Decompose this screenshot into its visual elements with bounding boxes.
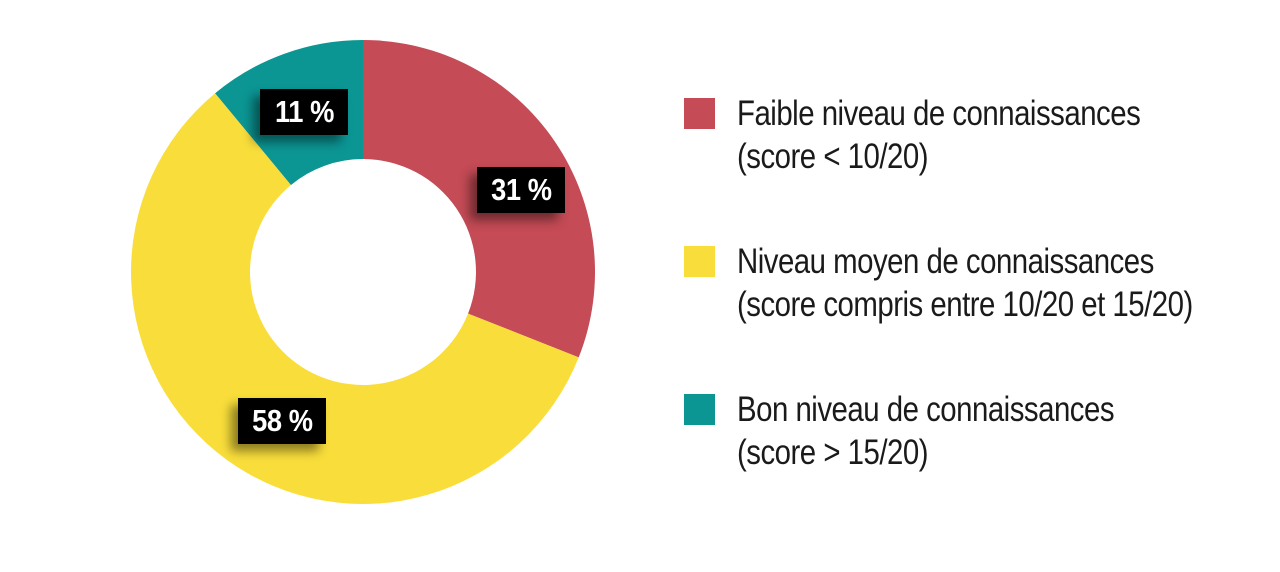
value-label-text: 58 % <box>251 403 313 438</box>
legend-label: Faible niveau de connaissances (score < … <box>737 92 1141 178</box>
legend-item-niveau-moyen: Niveau moyen de connaissances (score com… <box>684 240 1264 326</box>
legend-label-line2: (score > 15/20) <box>737 433 928 472</box>
value-label-text: 11 % <box>274 94 334 129</box>
legend-item-faible-niveau: Faible niveau de connaissances (score < … <box>684 92 1264 178</box>
legend-swatch-yellow <box>684 246 715 277</box>
donut-chart-area: 31 % 58 % 11 % <box>131 40 595 504</box>
value-label-niveau-moyen: 58 % <box>238 398 326 444</box>
value-label-faible-niveau: 31 % <box>477 167 565 213</box>
value-label-bon-niveau: 11 % <box>260 89 348 135</box>
legend-label-line1: Faible niveau de connaissances <box>737 94 1141 133</box>
chart-legend: Faible niveau de connaissances (score < … <box>684 92 1264 536</box>
legend-swatch-red <box>684 98 715 129</box>
legend-label-line2: (score < 10/20) <box>737 137 928 176</box>
legend-label-line1: Niveau moyen de connaissances <box>737 242 1154 281</box>
legend-swatch-teal <box>684 394 715 425</box>
donut-chart <box>131 40 595 504</box>
legend-label: Bon niveau de connaissances (score > 15/… <box>737 388 1115 474</box>
legend-label: Niveau moyen de connaissances (score com… <box>737 240 1193 326</box>
legend-label-line1: Bon niveau de connaissances <box>737 390 1115 429</box>
value-label-text: 31 % <box>490 172 552 207</box>
legend-item-bon-niveau: Bon niveau de connaissances (score > 15/… <box>684 388 1264 474</box>
legend-label-line2: (score compris entre 10/20 et 15/20) <box>737 285 1193 324</box>
